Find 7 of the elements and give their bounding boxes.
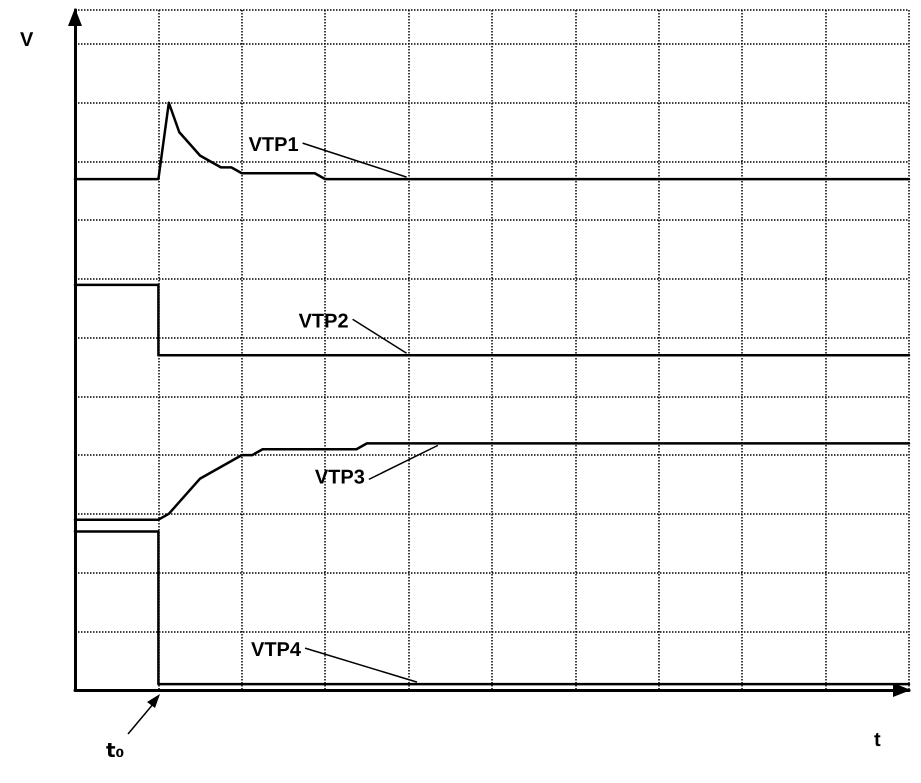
series-label: VTP3 xyxy=(314,466,365,488)
series-label: VTP4 xyxy=(250,639,302,662)
x-axis-title: t xyxy=(874,729,881,751)
text: t₀ xyxy=(106,738,124,762)
y-axis-title: V xyxy=(20,29,34,51)
series-label: VTP1 xyxy=(248,134,299,156)
series-label: VTP2 xyxy=(298,310,349,332)
